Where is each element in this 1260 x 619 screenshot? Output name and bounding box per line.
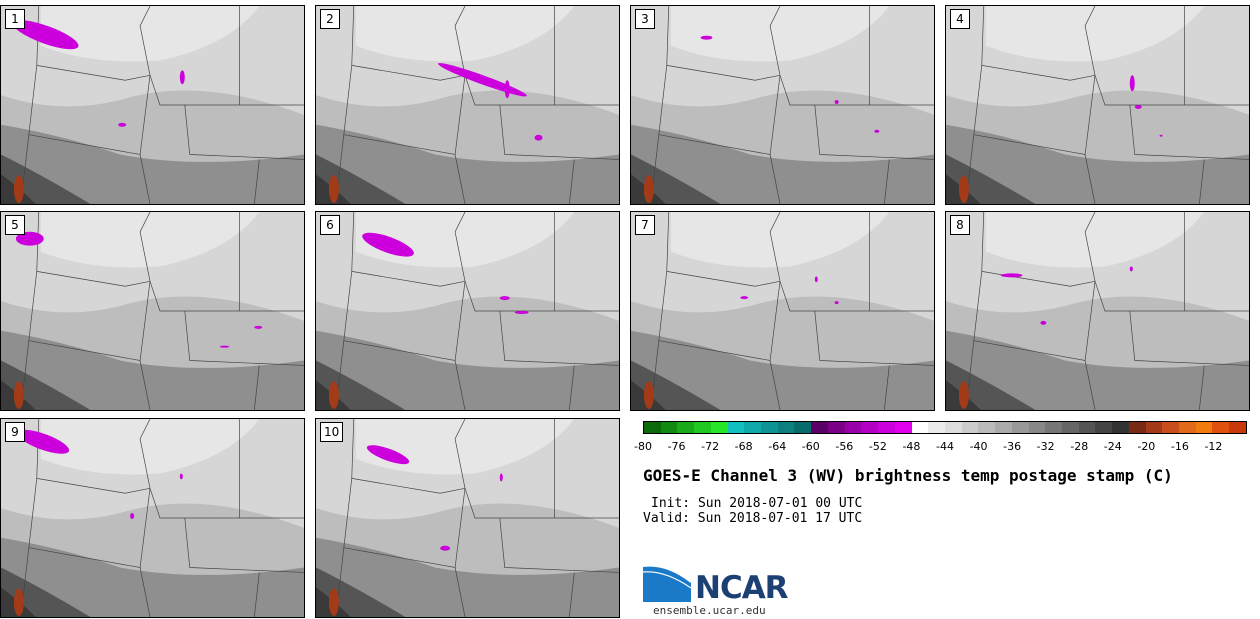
colorbar-tick-label: -56 [835, 440, 854, 453]
colorbar-segment [961, 422, 979, 433]
wv-map [316, 6, 619, 204]
colorbar-segment [1195, 422, 1213, 433]
colorbar-segment [710, 422, 728, 433]
ncar-logo-icon [643, 564, 692, 602]
colorbar-segment [1212, 422, 1230, 433]
wv-map [316, 419, 619, 617]
colorbar-tick-label: -32 [1036, 440, 1055, 453]
wv-map [1, 419, 304, 617]
colorbar-segment [794, 422, 812, 433]
colorbar-segment [978, 422, 996, 433]
ensemble-member-panel-1: 1 [0, 5, 305, 205]
colorbar-segment [1061, 422, 1079, 433]
colorbar-segment [1145, 422, 1163, 433]
colorbar-tick-label: -76 [667, 440, 686, 453]
ensemble-member-panel-10: 10 [315, 418, 620, 618]
colorbar-segment [727, 422, 745, 433]
panel-number-label: 8 [950, 215, 970, 235]
colorbar-segment [894, 422, 912, 433]
colorbar-tick-label: -40 [969, 440, 988, 453]
wv-map [946, 6, 1249, 204]
colorbar-segment [694, 422, 711, 433]
colorbar-segment [827, 422, 845, 433]
colorbar-segment [677, 422, 695, 433]
panel-number-label: 3 [635, 9, 655, 29]
panel-number-label: 7 [635, 215, 655, 235]
colorbar-segment [1179, 422, 1196, 433]
wv-map [1, 212, 304, 410]
colorbar-segment [911, 422, 929, 433]
colorbar-segment [777, 422, 795, 433]
colorbar-segment [1045, 422, 1062, 433]
ensemble-member-panel-3: 3 [630, 5, 935, 205]
colorbar-tick-label: -64 [768, 440, 787, 453]
panel-number-label: 6 [320, 215, 340, 235]
panel-number-label: 9 [5, 422, 25, 442]
colorbar-segment [995, 422, 1012, 433]
wv-map [316, 212, 619, 410]
colorbar-tick-label: -80 [634, 440, 652, 453]
colorbar-tick-label: -24 [1103, 440, 1122, 453]
colorbar-segment [1028, 422, 1046, 433]
temperature-colorbar [643, 421, 1247, 434]
colorbar-tick-label: -28 [1070, 440, 1089, 453]
colorbar-segment [1162, 422, 1179, 433]
colorbar-tick-label: -60 [801, 440, 820, 453]
colorbar-segment [1078, 422, 1096, 433]
colorbar-tick-labels: -80 -76 -72 -68 -64 -60 -56 -52 -48 -44 -40 -36 -32 -… [634, 440, 1247, 456]
ensemble-member-panel-7: 7 [630, 211, 935, 411]
colorbar-tick-label: -36 [1003, 440, 1022, 453]
colorbar-segment [744, 422, 762, 433]
colorbar-tick-label: -52 [868, 440, 887, 453]
site-url: ensemble.ucar.edu [653, 604, 766, 617]
colorbar-tick-label: -44 [936, 440, 954, 453]
ensemble-member-panel-2: 2 [315, 5, 620, 205]
ncar-logo-text: NCAR [695, 570, 789, 606]
colorbar-segment [761, 422, 778, 433]
ensemble-member-panel-5: 5 [0, 211, 305, 411]
colorbar-tick-label: -72 [701, 440, 720, 453]
panel-number-label: 10 [320, 422, 344, 442]
colorbar-segment [660, 422, 678, 433]
colorbar-tick-label: -12 [1204, 440, 1223, 453]
colorbar-segment [811, 422, 828, 433]
colorbar-segment [844, 422, 862, 433]
colorbar-segment [644, 422, 661, 433]
ensemble-member-panel-8: 8 [945, 211, 1250, 411]
colorbar-segment [928, 422, 945, 433]
colorbar-segment [1112, 422, 1129, 433]
colorbar-tick-label: -68 [734, 440, 753, 453]
ensemble-member-panel-4: 4 [945, 5, 1250, 205]
colorbar-tick-label: -48 [902, 440, 921, 453]
panel-number-label: 5 [5, 215, 25, 235]
init-time: Init: Sun 2018-07-01 00 UTC [651, 496, 863, 511]
colorbar-segment [878, 422, 895, 433]
wv-map [946, 212, 1249, 410]
panel-number-label: 1 [5, 9, 25, 29]
colorbar-segment [1011, 422, 1029, 433]
wv-map [1, 6, 304, 204]
valid-time: Valid: Sun 2018-07-01 17 UTC [643, 511, 863, 526]
wv-map [631, 212, 934, 410]
ensemble-member-panel-6: 6 [315, 211, 620, 411]
wv-map [631, 6, 934, 204]
colorbar-segment [1229, 422, 1246, 433]
colorbar-tick-label: -20 [1137, 440, 1156, 453]
colorbar-segment [1128, 422, 1146, 433]
colorbar-segment [1095, 422, 1113, 433]
panel-number-label: 4 [950, 9, 970, 29]
panel-number-label: 2 [320, 9, 340, 29]
colorbar-segment [944, 422, 962, 433]
colorbar-segment [861, 422, 879, 433]
figure-title: GOES-E Channel 3 (WV) brightness temp po… [643, 466, 1173, 485]
colorbar-tick-label: -16 [1170, 440, 1189, 453]
ensemble-member-panel-9: 9 [0, 418, 305, 618]
